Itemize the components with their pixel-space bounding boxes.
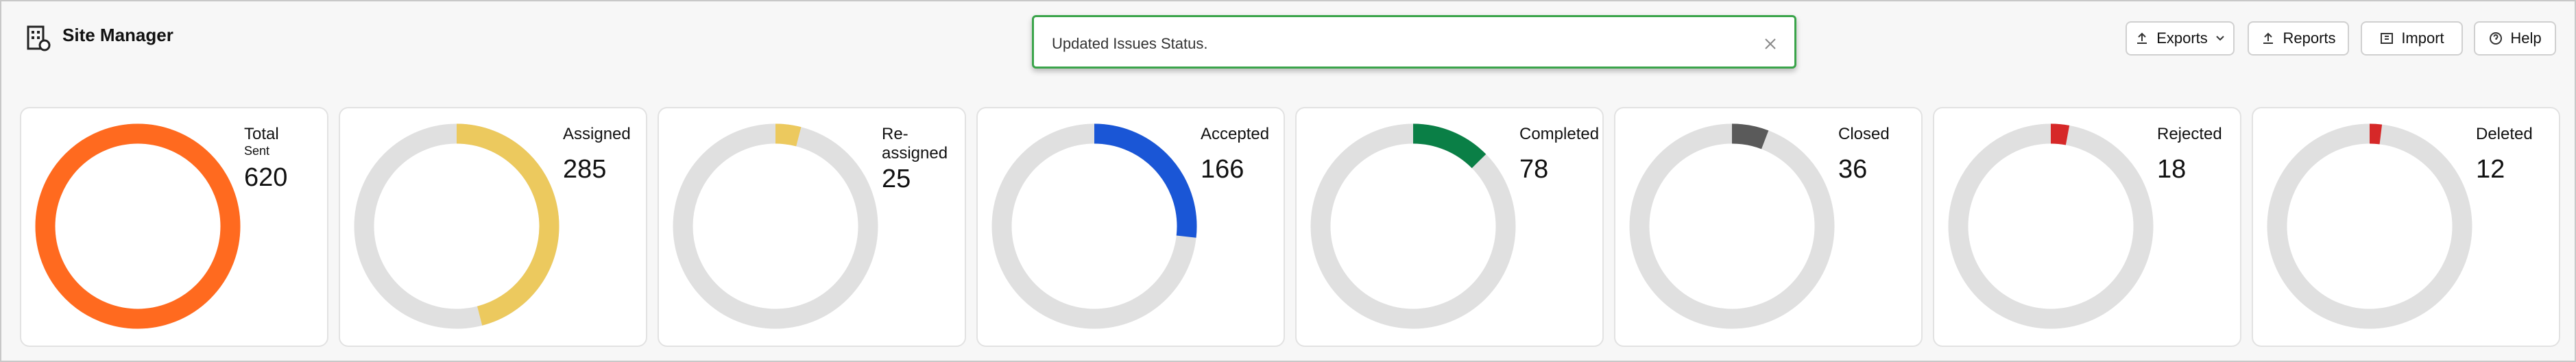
button-icon [2137, 32, 2147, 44]
status-card: Accepted 166 [976, 107, 1285, 347]
donut [1629, 123, 1835, 329]
donut-arc [991, 123, 1197, 329]
card-label: Assigned [563, 125, 631, 143]
donut [673, 123, 878, 329]
status-card: Total Sent 620 [20, 107, 328, 347]
button-icon [2490, 32, 2503, 45]
status-card: Assigned 285 [339, 107, 647, 347]
status-card: Rejected 18 [1933, 107, 2241, 347]
donut [1948, 123, 2154, 329]
donut [354, 123, 559, 329]
card-value: 166 [1201, 155, 1244, 184]
status-card: Completed 78 [1295, 107, 1604, 347]
donut [1310, 123, 1516, 329]
card-value: 285 [563, 155, 607, 184]
button-label: Import [2401, 29, 2444, 47]
card-label: Completed [1519, 125, 1600, 143]
toolbar-button[interactable]: Help [2474, 21, 2556, 56]
toast-close[interactable] [1764, 38, 1777, 50]
card-value: 25 [882, 165, 911, 193]
donut [991, 123, 1197, 329]
site-icon [27, 25, 51, 51]
toolbar-button[interactable]: Exports [2126, 21, 2235, 56]
toast-message: Updated Issues Status. [1052, 35, 1208, 52]
donut-track [2267, 123, 2472, 329]
card-value: 36 [1838, 155, 1868, 184]
card-label: Closed [1838, 125, 1890, 143]
card-value: 620 [244, 163, 288, 192]
card-sublabel: Sent [244, 144, 270, 158]
card-label: Deleted [2476, 125, 2533, 143]
button-icon [2381, 33, 2394, 44]
toolbar-button[interactable]: Reports [2248, 21, 2349, 56]
donut-arc [2267, 123, 2472, 329]
status-card: Re-assigned 25 [658, 107, 966, 347]
card-label: Accepted [1201, 125, 1270, 143]
donut [2267, 123, 2472, 329]
card-value: 18 [2157, 155, 2187, 184]
status-card: Deleted 12 [2252, 107, 2560, 347]
card-label: Rejected [2157, 125, 2222, 143]
page-title: Site Manager [62, 25, 173, 45]
card-label: Total [244, 125, 279, 143]
donut-arc [354, 123, 559, 329]
dropdown-chevron [2216, 36, 2224, 41]
donut-track [1948, 123, 2154, 329]
donut [35, 123, 241, 329]
button-label: Help [2510, 29, 2542, 47]
toolbar-button[interactable]: Import [2361, 21, 2463, 56]
donut-arc [1948, 123, 2154, 329]
donut-track [1629, 123, 1835, 329]
donut-track [673, 123, 878, 329]
card-label: Re-assigned [882, 125, 948, 162]
toast: Updated Issues Status. [1032, 15, 1796, 69]
donut-arc [673, 123, 878, 329]
button-label: Exports [2156, 29, 2208, 47]
button-label: Reports [2283, 29, 2336, 47]
donut-arc [1629, 123, 1835, 329]
card-value: 78 [1519, 155, 1549, 184]
card-value: 12 [2476, 155, 2505, 184]
donut-arc [1310, 123, 1516, 329]
button-icon [2263, 32, 2274, 44]
status-card: Closed 36 [1614, 107, 1923, 347]
donut-arc [35, 123, 241, 329]
